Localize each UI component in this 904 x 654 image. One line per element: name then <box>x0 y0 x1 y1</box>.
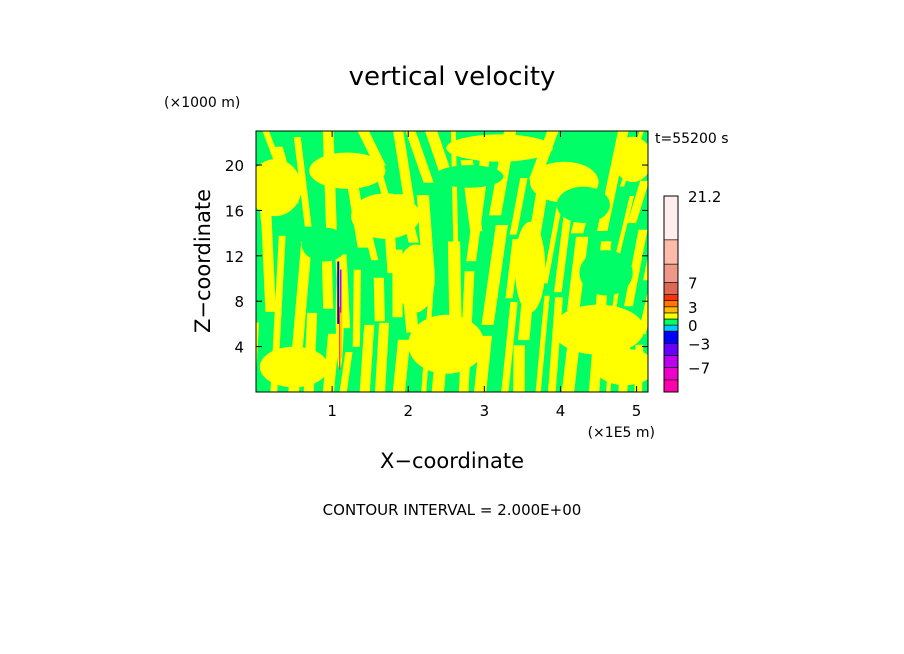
x-axis-ticks: 1 2 3 4 5 <box>327 131 641 420</box>
y-tick-label-2: 12 <box>225 248 244 266</box>
x-axis-multiplier: (×1E5 m) <box>588 425 655 441</box>
positive-band-23-2 <box>643 256 648 281</box>
x-tick-label-4: 5 <box>632 402 642 420</box>
negative-patch-3 <box>579 250 633 296</box>
velocity-field <box>214 131 666 392</box>
positive-band-9-0 <box>375 322 390 392</box>
colorbar-label-5: −7 <box>688 360 710 378</box>
positive-patch-5 <box>552 304 645 355</box>
positive-band-16-0 <box>513 345 525 392</box>
positive-band-24-0 <box>649 342 666 392</box>
colorbar-band-4 <box>663 330 679 344</box>
positive-band-0-0 <box>214 331 221 392</box>
positive-patch-7 <box>408 314 485 374</box>
colorbar-band-5 <box>663 324 679 332</box>
colorbar-label-0: 21.2 <box>688 188 721 206</box>
contour-interval-note: CONTOUR INTERVAL = 2.000E+00 <box>323 501 582 519</box>
positive-band-14-1 <box>481 225 508 325</box>
positive-patch-2 <box>351 193 420 239</box>
colorbar-band-11 <box>663 282 679 295</box>
colorbar-band-14 <box>663 195 679 241</box>
positive-patch-1 <box>309 152 386 189</box>
colorbar-band-12 <box>663 263 679 283</box>
positive-band-15-0 <box>501 302 518 392</box>
positive-patch-0 <box>256 159 302 217</box>
x-tick-label-3: 4 <box>556 402 566 420</box>
y-tick-label-1: 8 <box>234 293 244 311</box>
negative-patch-2 <box>301 227 348 262</box>
positive-patch-6 <box>594 348 648 386</box>
positive-patch-11 <box>514 221 546 313</box>
y-axis-title: Z−coordinate <box>191 189 215 333</box>
x-tick-label-2: 3 <box>480 402 490 420</box>
negative-patch-1 <box>434 165 504 188</box>
colorbar-label-1: 7 <box>688 274 698 292</box>
positive-band-7-1 <box>352 269 361 347</box>
positive-band-22-2 <box>627 180 648 224</box>
positive-band-21-2 <box>614 196 634 258</box>
y-tick-label-4: 20 <box>225 157 244 175</box>
y-tick-label-3: 16 <box>225 202 244 220</box>
positive-band-15-2 <box>509 178 528 235</box>
colorbar-band-0 <box>663 379 679 393</box>
chart-title: vertical velocity <box>349 62 556 92</box>
colorbar-label-2: 3 <box>688 299 698 317</box>
positive-patch-3 <box>446 134 553 162</box>
colorbar-band-6 <box>663 318 679 326</box>
positive-band-2-1 <box>261 213 276 312</box>
colorbar-band-2 <box>663 355 679 368</box>
positive-band-17-1 <box>542 193 565 284</box>
positive-band-8-3 <box>393 131 415 204</box>
positive-band-8-0 <box>359 324 375 392</box>
positive-band-8-1 <box>373 277 385 322</box>
colorbar-band-9 <box>663 300 679 308</box>
y-axis-multiplier: (×1000 m) <box>164 95 240 111</box>
positive-band-19-1 <box>567 236 589 311</box>
positive-band-17-0 <box>535 295 550 392</box>
x-tick-label-0: 1 <box>327 402 337 420</box>
positive-band-6-0 <box>322 333 340 392</box>
y-tick-label-0: 4 <box>234 339 244 357</box>
colorbar-band-1 <box>663 367 679 381</box>
positive-band-12-1 <box>447 241 462 323</box>
positive-band-2-0 <box>256 322 259 378</box>
colorbar: 21.2 7 30−3 −7 <box>663 188 721 393</box>
positive-band-22-1 <box>624 229 648 307</box>
positive-band-11-1 <box>450 131 459 265</box>
time-label: t=55200 s <box>655 131 729 147</box>
updraft-column <box>335 261 344 370</box>
positive-patch-8 <box>259 346 329 388</box>
colorbar-band-7 <box>663 312 679 320</box>
colorbar-label-4: −3 <box>688 335 710 353</box>
colorbar-band-13 <box>663 239 679 265</box>
x-axis-title: X−coordinate <box>380 449 524 473</box>
positive-band-10-0 <box>392 339 411 392</box>
colorbar-band-3 <box>663 342 679 356</box>
colorbar-label-3: 0 <box>688 317 698 335</box>
positive-patch-9 <box>613 136 648 183</box>
positive-band-9-3 <box>405 131 434 183</box>
colorbar-band-10 <box>663 294 679 302</box>
positive-patch-10 <box>396 244 435 313</box>
positive-band-3-1 <box>293 137 312 227</box>
negative-patch-0 <box>556 186 610 223</box>
positive-band-7-0 <box>339 352 353 392</box>
positive-band-1-1 <box>245 262 254 326</box>
colorbar-frame <box>663 195 679 393</box>
y-axis-ticks: 4 8 12 16 20 <box>225 157 648 357</box>
positive-band-18-1 <box>554 207 573 293</box>
plot-area <box>214 130 666 393</box>
plot-frame <box>255 130 649 393</box>
colorbar-band-8 <box>663 306 679 314</box>
x-tick-label-1: 2 <box>403 402 413 420</box>
